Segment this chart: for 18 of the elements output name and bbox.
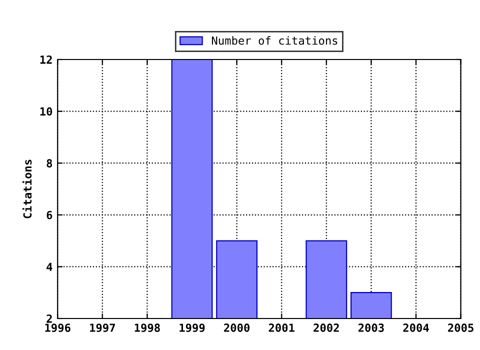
x-tick-label: 2000 bbox=[224, 324, 250, 332]
y-tick-label: 12 bbox=[40, 55, 52, 64]
y-tick-label: 8 bbox=[46, 159, 52, 168]
x-tick-label: 1996 bbox=[45, 324, 70, 332]
x-tick-label: 1997 bbox=[90, 324, 115, 332]
y-tick-label: 6 bbox=[46, 210, 52, 220]
x-tick-label: 2005 bbox=[448, 324, 474, 332]
y-tick-label: 2 bbox=[46, 314, 52, 323]
x-tick-label: 2002 bbox=[314, 324, 339, 332]
x-tick-label: 2003 bbox=[358, 324, 384, 332]
x-tick-label: 1999 bbox=[180, 324, 205, 332]
x-tick-label: 2001 bbox=[268, 324, 294, 332]
y-axis-title: Citations bbox=[22, 160, 32, 218]
x-tick-label: 2004 bbox=[403, 324, 429, 332]
y-tick-label: 10 bbox=[40, 107, 52, 116]
y-tick-label: 4 bbox=[46, 262, 52, 271]
x-tick-label: 1998 bbox=[134, 324, 160, 332]
legend-label: Number of citations bbox=[212, 36, 338, 45]
